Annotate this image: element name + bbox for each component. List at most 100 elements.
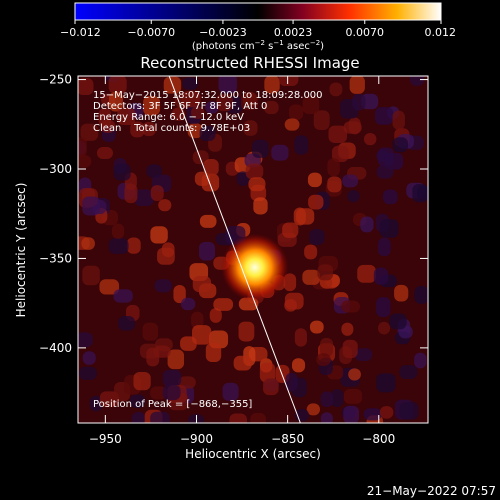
y-tick-label: −400: [39, 341, 72, 355]
x-tick-label: −950: [89, 432, 122, 446]
annotation-energy-range: Energy Range: 6.0 − 12.0 keV: [93, 112, 244, 123]
noise-blob: [229, 413, 247, 423]
noise-blob: [379, 406, 394, 419]
noise-blob: [80, 123, 99, 141]
noise-blob: [171, 107, 185, 121]
noise-blob: [157, 247, 175, 265]
noise-blob: [363, 132, 377, 146]
noise-blob: [113, 289, 133, 303]
noise-blob: [382, 189, 398, 205]
noise-blob: [198, 241, 216, 261]
noise-blob: [117, 107, 136, 126]
timestamp: 21−May−2022 07:57: [367, 484, 496, 498]
noise-blob: [143, 96, 161, 116]
noise-blob: [150, 411, 170, 423]
noise-blob: [118, 315, 136, 331]
colorbar-tick-label: 0.0023: [274, 26, 313, 39]
noise-blob: [341, 300, 361, 313]
colorbar-tick-label: −0.012: [60, 26, 101, 39]
noise-blob: [82, 196, 101, 216]
colorbar-tick-label: 0.012: [425, 26, 457, 39]
noise-blob: [133, 371, 151, 391]
noise-blob: [284, 292, 304, 310]
noise-blob: [263, 377, 279, 396]
x-tick-label: −800: [362, 432, 395, 446]
noise-blob: [82, 351, 96, 365]
noise-blob: [302, 269, 321, 285]
noise-blob: [282, 222, 299, 238]
noise-blob: [343, 389, 363, 404]
noise-blob: [98, 108, 112, 128]
noise-blob: [78, 137, 87, 158]
noise-blob: [213, 298, 234, 311]
noise-blob: [342, 174, 359, 188]
noise-blob: [113, 163, 131, 181]
colorbar-tick-label: −0.0070: [127, 26, 175, 39]
noise-blob: [78, 366, 97, 380]
noise-blob: [111, 223, 125, 239]
noise-blob: [309, 229, 325, 246]
noise-blob: [307, 172, 322, 188]
noise-blob: [316, 353, 331, 366]
y-tick-label: −300: [39, 162, 72, 176]
x-tick-label: −900: [180, 432, 213, 446]
noise-blob: [233, 355, 252, 371]
noise-blob: [357, 264, 376, 283]
noise-blob: [392, 110, 405, 130]
noise-blob: [199, 125, 216, 141]
noise-blob: [205, 101, 219, 114]
noise-blob: [218, 76, 237, 94]
noise-blob: [82, 265, 100, 286]
noise-blob: [414, 352, 427, 369]
noise-blob: [343, 405, 360, 423]
noise-blob: [182, 77, 199, 90]
noise-blob: [78, 332, 93, 348]
noise-blob: [180, 297, 196, 311]
noise-blob: [216, 94, 234, 112]
noise-blob: [306, 403, 321, 416]
noise-blob: [374, 107, 394, 125]
colorbar: [74, 2, 442, 21]
noise-blob: [328, 125, 348, 143]
annotation-detectors: Detectors: 3F 5F 6F 7F 8F 9F, Att 0: [93, 101, 267, 112]
noise-blob: [399, 402, 419, 420]
noise-blob: [158, 199, 172, 212]
noise-blob: [78, 155, 92, 168]
noise-blob: [271, 144, 289, 161]
noise-blob: [376, 165, 394, 179]
y-tick-label: −350: [39, 251, 72, 265]
noise-blob: [190, 106, 205, 119]
noise-blob: [162, 369, 182, 387]
noise-blob: [243, 120, 258, 136]
noise-blob: [253, 197, 268, 215]
noise-blob: [162, 384, 181, 401]
noise-blob: [320, 337, 334, 357]
noise-blob: [327, 176, 342, 193]
colorbar-tick-label: −0.0023: [199, 26, 247, 39]
noise-blob: [378, 321, 391, 335]
noise-blob: [173, 284, 186, 304]
noise-blob: [108, 76, 127, 94]
noise-blob: [376, 297, 391, 318]
noise-blob: [331, 145, 349, 162]
noise-blob: [150, 386, 167, 400]
noise-blob: [89, 395, 103, 412]
noise-blob: [349, 76, 365, 94]
noise-blob: [199, 214, 217, 228]
peak-position-label: Position of Peak = [−868,−355]: [93, 399, 252, 410]
noise-blob: [294, 135, 309, 155]
noise-blob: [124, 183, 138, 204]
noise-blob: [191, 311, 204, 329]
noise-blob: [399, 365, 418, 379]
noise-blob: [263, 100, 279, 115]
noise-blob: [248, 177, 266, 192]
noise-blob: [363, 408, 382, 421]
noise-blob: [330, 389, 344, 408]
x-axis-ticks: −950 −900 −850 −800: [89, 76, 395, 446]
noise-blob: [209, 308, 222, 323]
noise-blob: [360, 216, 374, 233]
noise-blob: [309, 320, 324, 334]
noise-blob: [304, 244, 318, 260]
noise-blob: [108, 91, 123, 112]
